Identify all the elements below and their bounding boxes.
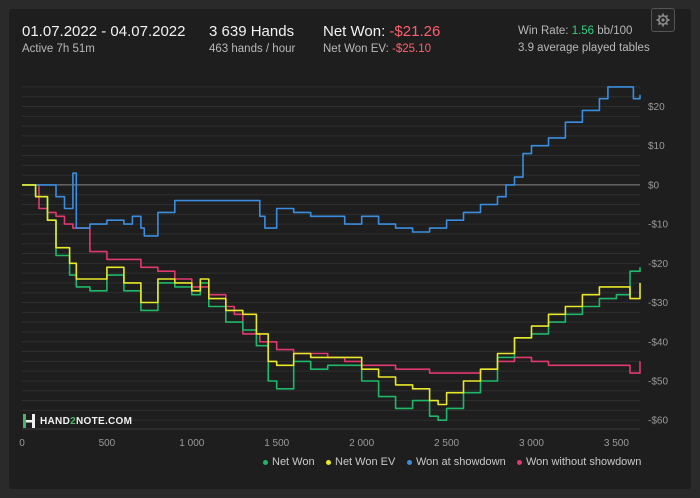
legend-item-net-won[interactable]: Net Won (263, 456, 315, 468)
y-tick-label: $10 (648, 141, 665, 152)
series-line-net-won-ev (22, 184, 641, 406)
legend-dot (407, 459, 412, 465)
win-rate-unit: bb/100 (594, 25, 633, 37)
legend-label: Won at showdown (416, 456, 506, 468)
net-won: Net Won: -$21.26 (323, 23, 440, 40)
net-won-ev-value: -$25.10 (392, 43, 432, 55)
y-tick-label: -$30 (648, 298, 668, 309)
net-won-label: Net Won: (323, 23, 390, 40)
x-tick-label: 1 500 (264, 438, 289, 449)
active-time: Active 7h 51m (22, 43, 95, 55)
net-won-ev: Net Won EV: -$25.10 (323, 43, 431, 55)
gear-icon-glyph (656, 13, 670, 27)
gear-icon[interactable] (651, 8, 675, 32)
stats-panel (9, 9, 691, 489)
legend-item-net-won-ev[interactable]: Net Won EV (326, 456, 395, 468)
logo-text: HAND2NOTE.COM (40, 415, 133, 427)
win-rate: Win Rate: 1.56 bb/100 (518, 25, 632, 37)
x-tick-label: 2 500 (434, 438, 459, 449)
axis-labels: $20 $10 $0 -$10 -$20 -$30 -$40 -$50 -$60 0 500 1 00… (19, 102, 668, 449)
legend-label: Net Won EV (335, 456, 396, 468)
average-tables: 3.9 average played tables (518, 42, 650, 54)
y-tick-label: -$10 (648, 220, 668, 231)
date-range: 01.07.2022 - 04.07.2022 (22, 23, 186, 40)
y-tick-label: -$60 (648, 416, 668, 427)
hand2note-logo: HAND2NOTE.COM (22, 412, 132, 430)
legend-label: Won without showdown (526, 456, 642, 468)
hands-count: 3 639 Hands (209, 23, 295, 40)
y-tick-label: $20 (648, 102, 665, 113)
legend-dot (326, 459, 331, 465)
y-tick-label: -$40 (648, 337, 668, 348)
series-lines (22, 86, 641, 421)
y-tick-label: -$50 (648, 376, 668, 387)
x-tick-label: 500 (99, 438, 116, 449)
x-tick-label: 0 (19, 438, 25, 449)
x-tick-label: 3 500 (604, 438, 629, 449)
x-tick-label: 2 000 (349, 438, 374, 449)
series-line-won-without-showdown (22, 184, 641, 374)
legend-label: Net Won (272, 456, 315, 468)
series-line-won-at-showdown (22, 86, 641, 237)
win-rate-label: Win Rate: (518, 25, 572, 37)
y-tick-label: $0 (648, 180, 660, 191)
win-rate-value: 1.56 (571, 25, 595, 37)
y-tick-label: -$20 (648, 259, 668, 270)
legend-dot (517, 459, 522, 465)
net-won-ev-label: Net Won EV: (323, 43, 393, 55)
legend-item-won-at-showdown[interactable]: Won at showdown (407, 456, 506, 468)
hand2note-logo-icon (22, 413, 36, 429)
net-won-value: -$21.26 (389, 23, 441, 40)
legend-dot (263, 459, 268, 465)
legend-item-won-without-showdown[interactable]: Won without showdown (517, 456, 641, 468)
x-tick-label: 3 000 (519, 438, 544, 449)
hands-per-hour: 463 hands / hour (209, 43, 296, 55)
x-tick-label: 1 000 (179, 438, 204, 449)
grid (22, 86, 640, 430)
